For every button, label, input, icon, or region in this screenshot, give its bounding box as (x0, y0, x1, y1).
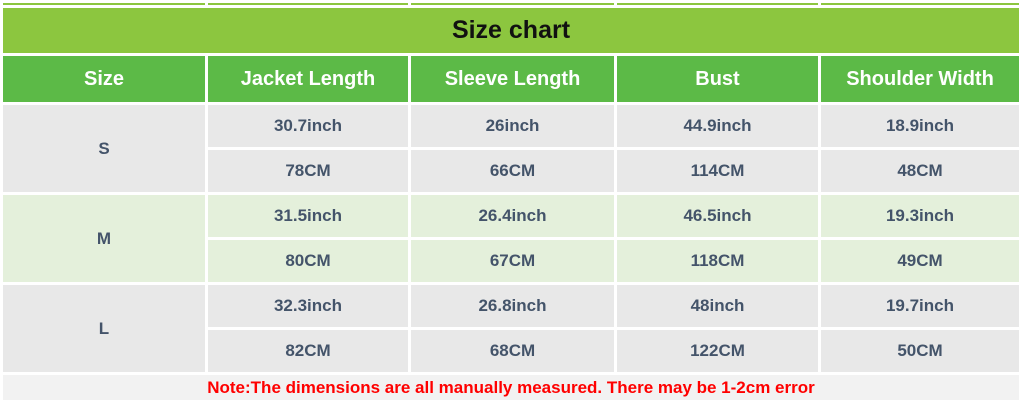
table-row-l-cm: 82CM 68CM 122CM 50CM (3, 330, 1019, 372)
title-row: Size chart (3, 8, 1019, 53)
header-cell-jacket-length: Jacket Length (208, 56, 408, 102)
header-row: Size Jacket Length Sleeve Length Bust Sh… (3, 56, 1019, 102)
value-cell: 122CM (617, 330, 818, 372)
sliver-cell (3, 3, 205, 5)
value-cell: 18.9inch (821, 105, 1019, 147)
table-row-m-inch: M 31.5inch 26.4inch 46.5inch 19.3inch (3, 195, 1019, 282)
value-cell: 30.7inch (208, 105, 408, 147)
sliver-cell (617, 3, 818, 5)
header-cell-shoulder-width: Shoulder Width (821, 56, 1019, 102)
table-row-m-cm: 80CM 67CM 118CM 49CM (3, 240, 1019, 282)
top-sliver-row (3, 3, 1019, 5)
value-cell: 68CM (411, 330, 614, 372)
value-cell: 19.7inch (821, 285, 1019, 327)
sliver-cell (208, 3, 408, 5)
value-cell: 26.4inch (411, 195, 614, 237)
value-cell: 67CM (411, 240, 614, 282)
value-cell: 48CM (821, 150, 1019, 192)
value-cell: 19.3inch (821, 195, 1019, 237)
table-row-s-inch: S 30.7inch 26inch 44.9inch 18.9inch (3, 105, 1019, 192)
value-cell: 66CM (411, 150, 614, 192)
value-cell: 50CM (821, 330, 1019, 372)
value-cell: 78CM (208, 150, 408, 192)
footer-note-row: Note:The dimensions are all manually mea… (3, 375, 1019, 400)
size-s-label: S (3, 105, 205, 192)
value-cell: 44.9inch (617, 105, 818, 147)
measurement-note: Note:The dimensions are all manually mea… (3, 375, 1019, 400)
sliver-cell (821, 3, 1019, 5)
value-cell: 32.3inch (208, 285, 408, 327)
value-cell: 48inch (617, 285, 818, 327)
value-cell: 49CM (821, 240, 1019, 282)
value-cell: 80CM (208, 240, 408, 282)
header-cell-size: Size (3, 56, 205, 102)
page-title: Size chart (3, 8, 1019, 53)
value-cell: 31.5inch (208, 195, 408, 237)
value-cell: 82CM (208, 330, 408, 372)
value-cell: 46.5inch (617, 195, 818, 237)
value-cell: 114CM (617, 150, 818, 192)
table-row-l-inch: L 32.3inch 26.8inch 48inch 19.7inch (3, 285, 1019, 372)
table-row-s-cm: 78CM 66CM 114CM 48CM (3, 150, 1019, 192)
value-cell: 118CM (617, 240, 818, 282)
header-cell-bust: Bust (617, 56, 818, 102)
value-cell: 26inch (411, 105, 614, 147)
value-cell: 26.8inch (411, 285, 614, 327)
size-l-label: L (3, 285, 205, 372)
sliver-cell (411, 3, 614, 5)
header-cell-sleeve-length: Sleeve Length (411, 56, 614, 102)
size-m-label: M (3, 195, 205, 282)
